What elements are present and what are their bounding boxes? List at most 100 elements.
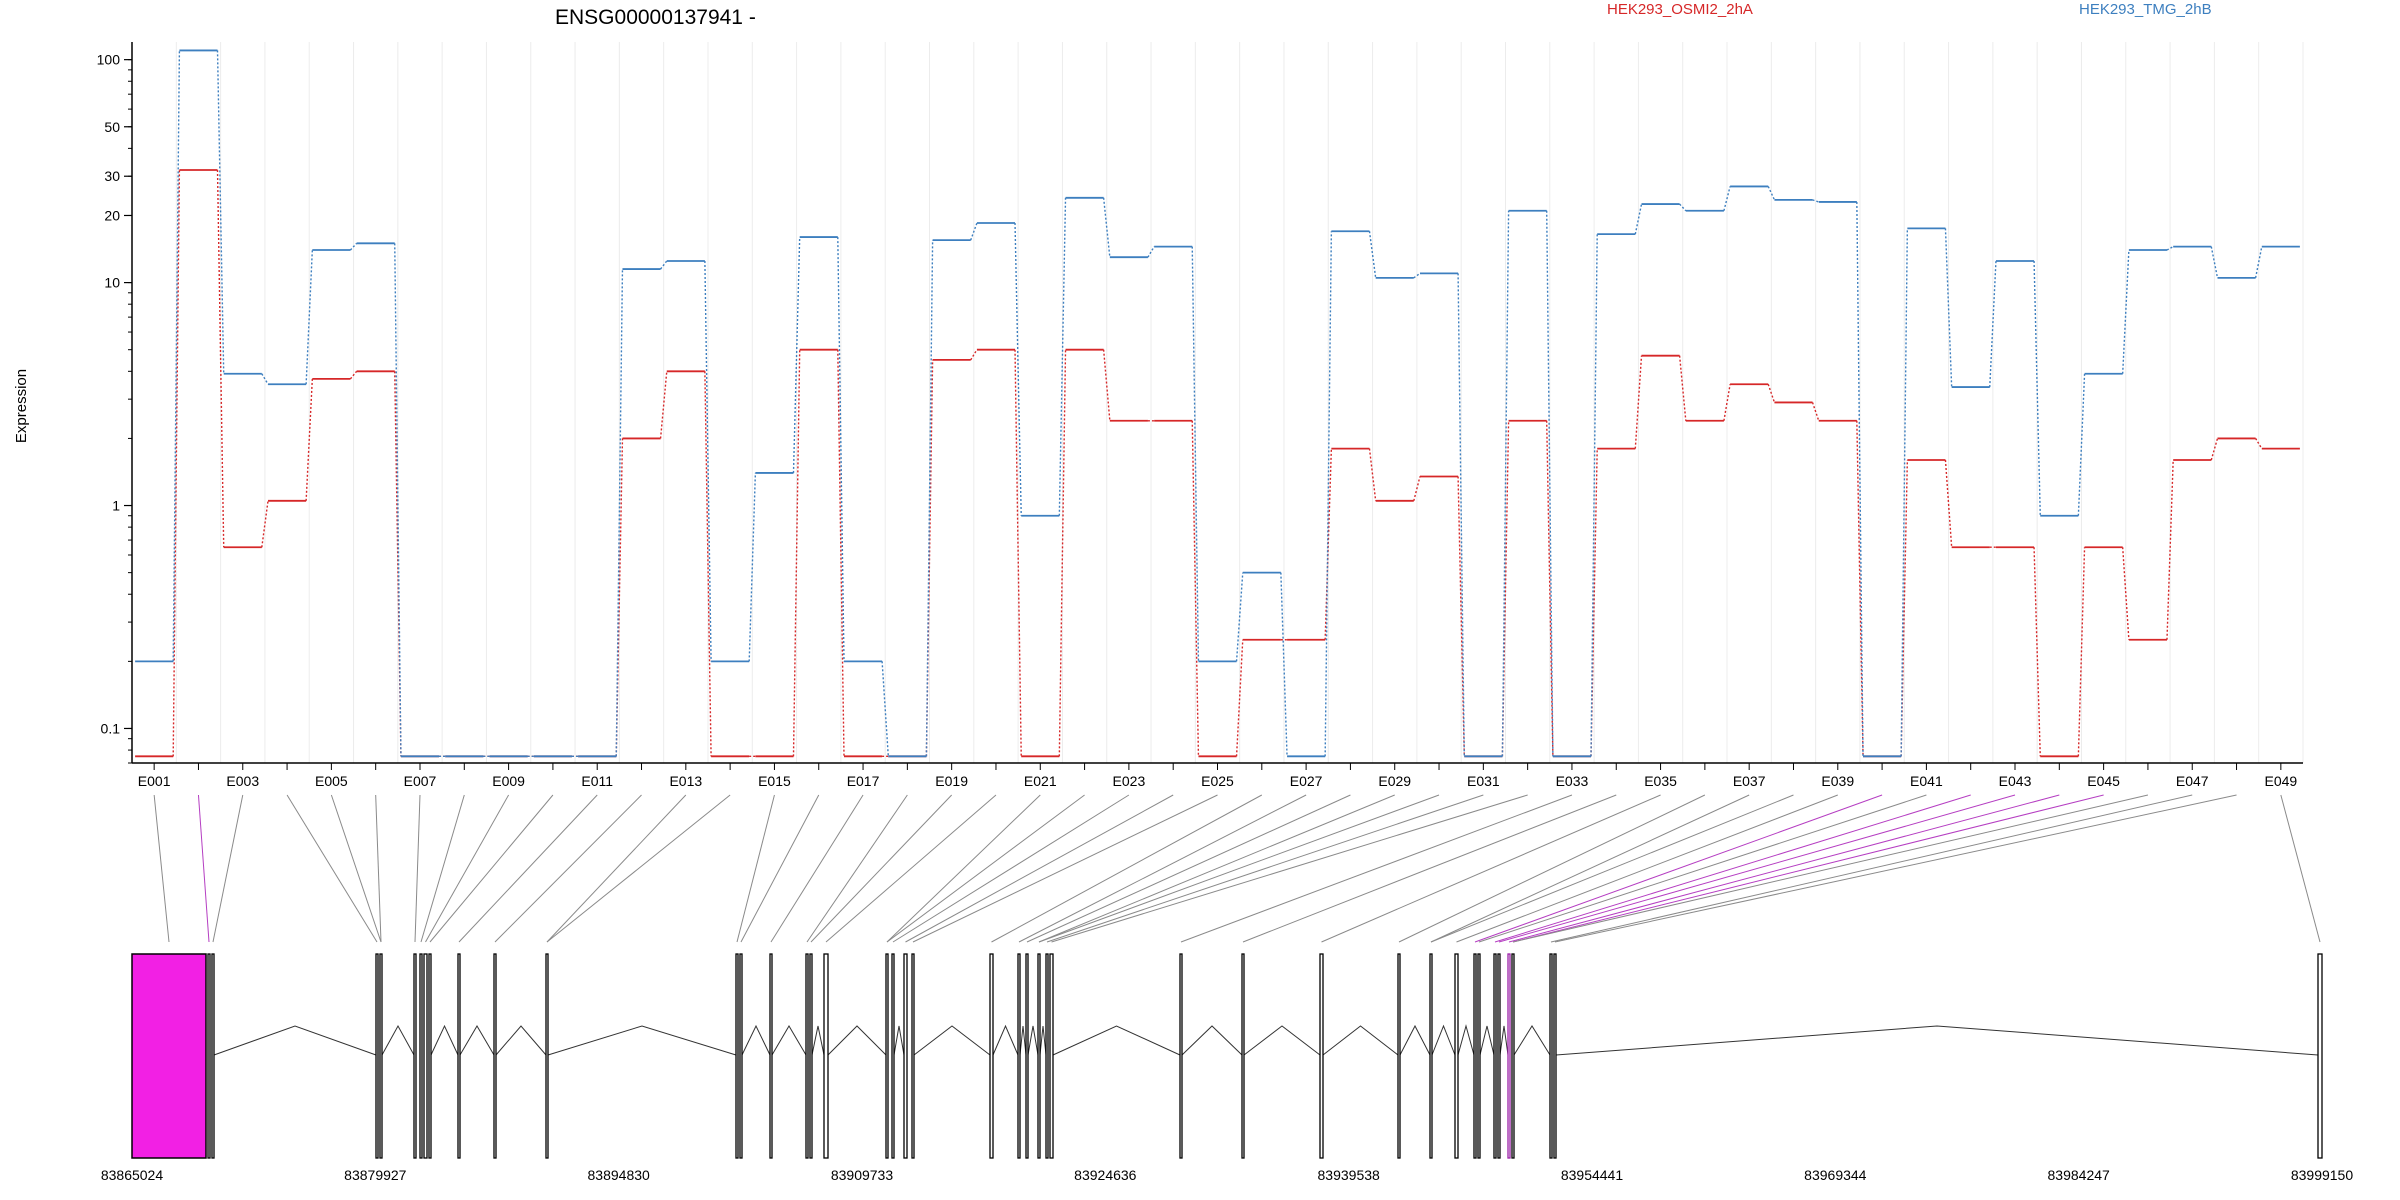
series-connector <box>1679 203 1687 212</box>
exon <box>1241 953 1245 1159</box>
exon <box>375 953 379 1159</box>
intron <box>1027 1025 1039 1056</box>
exon-connector <box>810 794 953 943</box>
series-connector <box>1235 639 1244 757</box>
intron <box>1399 1024 1431 1056</box>
series-connector <box>970 222 978 241</box>
exon <box>428 953 432 1159</box>
series-connector <box>1767 384 1776 403</box>
x-tick-label: E027 <box>1290 773 1323 789</box>
exon-connector <box>197 794 210 943</box>
exon-connector <box>740 794 820 943</box>
exon <box>911 953 915 1159</box>
exon-connector <box>330 794 382 943</box>
exon-connector <box>2280 794 2321 943</box>
series-2 <box>135 49 2300 758</box>
series-connector <box>1812 199 1819 203</box>
exon-connector <box>1494 794 1971 943</box>
exon <box>1497 953 1501 1159</box>
series-connector <box>2121 547 2130 640</box>
x-tick-label: E017 <box>847 773 880 789</box>
exon-connector <box>892 794 1130 943</box>
x-tick-label: E001 <box>138 773 171 789</box>
exon <box>1037 953 1041 1159</box>
series-connector <box>2210 246 2219 279</box>
series-connector <box>2166 459 2174 640</box>
exon <box>1553 953 1557 1159</box>
intron <box>1499 1025 1509 1056</box>
exon-connector <box>1242 794 1617 943</box>
x-tick-label: E015 <box>758 773 791 789</box>
exon-connector <box>1321 794 1661 943</box>
series-connector <box>837 237 845 662</box>
intron <box>1431 1024 1456 1056</box>
x-tick-label: E037 <box>1733 773 1766 789</box>
exon <box>1025 953 1029 1159</box>
genomic-coordinate-label: 83954441 <box>1561 1167 1624 1183</box>
intron <box>827 1025 887 1056</box>
intron <box>459 1025 495 1056</box>
series-connector <box>1014 223 1022 516</box>
series-connector <box>1368 448 1377 501</box>
genomic-coordinate-label: 83894830 <box>588 1167 651 1183</box>
series-connector <box>1102 197 1111 258</box>
x-tick-label: E009 <box>492 773 525 789</box>
y-tick-label: 50 <box>104 119 120 135</box>
exon-connector <box>1512 794 2149 943</box>
exon-connector <box>991 794 1263 943</box>
exon-connector <box>546 794 687 943</box>
exon-connector <box>375 794 382 943</box>
series-connector <box>349 370 358 380</box>
exon-connector <box>1026 794 1351 943</box>
y-tick-label: 10 <box>104 275 120 291</box>
intron <box>1181 1025 1243 1056</box>
y-tick-label: 30 <box>104 168 120 184</box>
exon-connector <box>1474 794 1883 943</box>
exon-connector <box>1430 794 1794 943</box>
legend-entry-osmi2: HEK293_OSMI2_2hA <box>1607 1 1753 18</box>
series-connector <box>1811 402 1820 421</box>
series-1 <box>135 169 2300 758</box>
series-connector <box>1944 459 1953 548</box>
exon <box>809 953 813 1159</box>
exon <box>1507 953 1511 1159</box>
exon <box>739 953 743 1159</box>
exon-connector <box>1038 794 1440 943</box>
exon-connector <box>886 794 1085 943</box>
exon-connector <box>806 794 908 943</box>
series-connector <box>394 243 402 757</box>
x-tick-label: E003 <box>226 773 259 789</box>
exon-connector <box>825 794 997 943</box>
exon <box>493 953 497 1159</box>
x-tick-label: E019 <box>935 773 968 789</box>
series-connector <box>1634 203 1643 235</box>
series-connector <box>2077 547 2086 757</box>
intron <box>811 1025 825 1056</box>
exon <box>1473 953 1477 1159</box>
series-connector <box>1856 201 1864 757</box>
exon-connector <box>286 794 378 943</box>
series-connector <box>349 242 358 251</box>
exon-connector <box>1018 794 1307 943</box>
exon-connector <box>1498 794 2016 943</box>
exon-connector <box>736 794 775 943</box>
exon <box>1179 953 1183 1159</box>
x-tick-label: E049 <box>2264 773 2297 789</box>
series-connector <box>1324 231 1333 757</box>
genomic-coordinate-label: 83924636 <box>1074 1167 1137 1183</box>
exon <box>419 953 423 1159</box>
series-connector <box>1191 246 1200 662</box>
legend-entry-tmg: HEK293_TMG_2hB <box>2079 1 2212 18</box>
x-tick-label: E023 <box>1113 773 1146 789</box>
genomic-coordinate-label: 83999150 <box>2291 1167 2354 1183</box>
x-tick-label: E047 <box>2176 773 2209 789</box>
series-connector <box>659 371 668 439</box>
series-connector <box>704 260 712 662</box>
y-tick-label: 0.1 <box>101 720 121 736</box>
series-connector <box>2166 246 2174 251</box>
exon <box>1477 953 1481 1159</box>
exon <box>1511 953 1515 1159</box>
exon <box>903 953 908 1159</box>
exon-connector <box>1430 794 1750 943</box>
axes-layer: 0.1 1 10 20 30 50 100 E001 E003 E005 E007 E009 E011 E… <box>97 42 2303 789</box>
